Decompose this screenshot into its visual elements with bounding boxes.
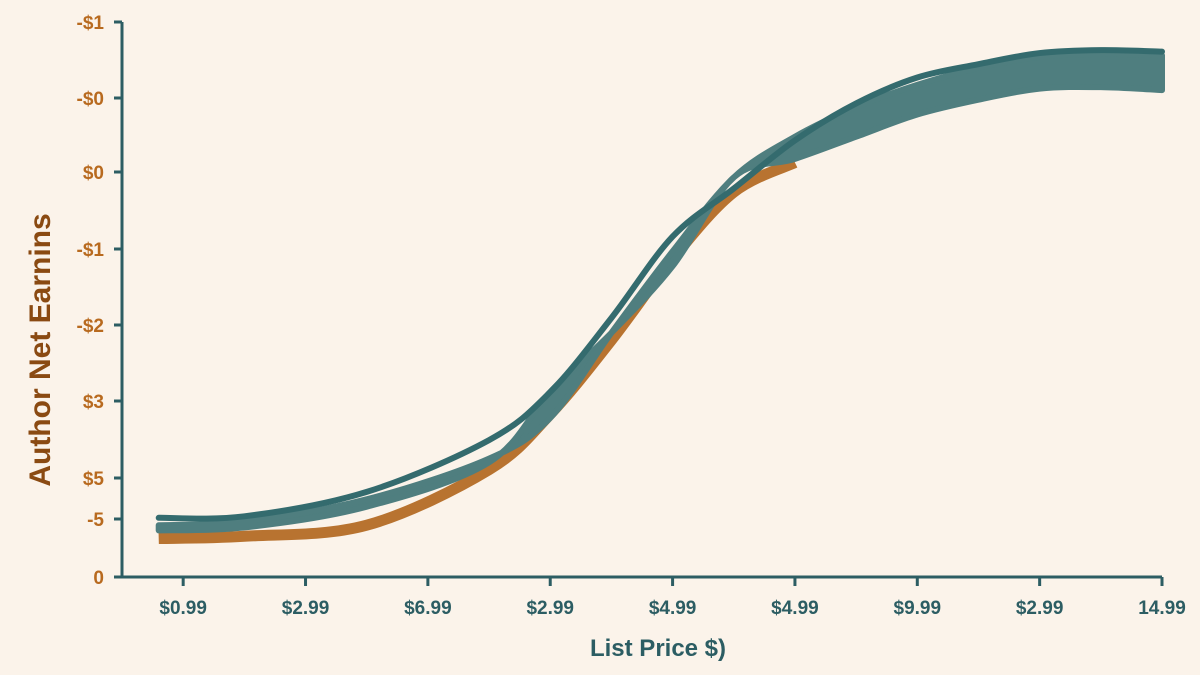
y-tick-label: -$2 [77,316,104,337]
x-tick-label: $4.99 [649,598,697,619]
y-tick-label: -5 [87,510,104,531]
x-tick-label: $9.99 [894,598,942,619]
y-axis-label: Author Net Earnins [24,213,57,486]
y-tick-label: -$1 [77,240,105,261]
chart-marks [155,47,1165,545]
y-tick-label: $0 [83,163,104,184]
y-tick-label: $3 [83,392,104,413]
x-tick-label: $6.99 [404,598,452,619]
x-tick-label: $2.99 [282,598,330,619]
y-tick-label: 0 [93,568,104,589]
y-tick-label: $5 [83,469,105,490]
x-tick-label: $0.99 [159,598,207,619]
x-tick-label: $4.99 [771,598,819,619]
series-teal-band [155,50,1165,534]
x-tick-label: $2.99 [526,598,574,619]
chart-ticks: -$1 -$0 $0 -$1 -$2 $3 $5 -5 0 $0.99 $2.99 $6.99 $2.9… [77,13,1186,619]
x-axis-label: List Price $) [590,635,726,662]
y-tick-label: -$1 [77,13,105,34]
chart-axes [120,22,1162,579]
series-teal-line [155,47,1165,522]
y-tick-label: -$0 [77,89,104,110]
x-tick-label: $2.99 [1016,598,1064,619]
x-tick-label: 14.99 [1138,598,1186,619]
